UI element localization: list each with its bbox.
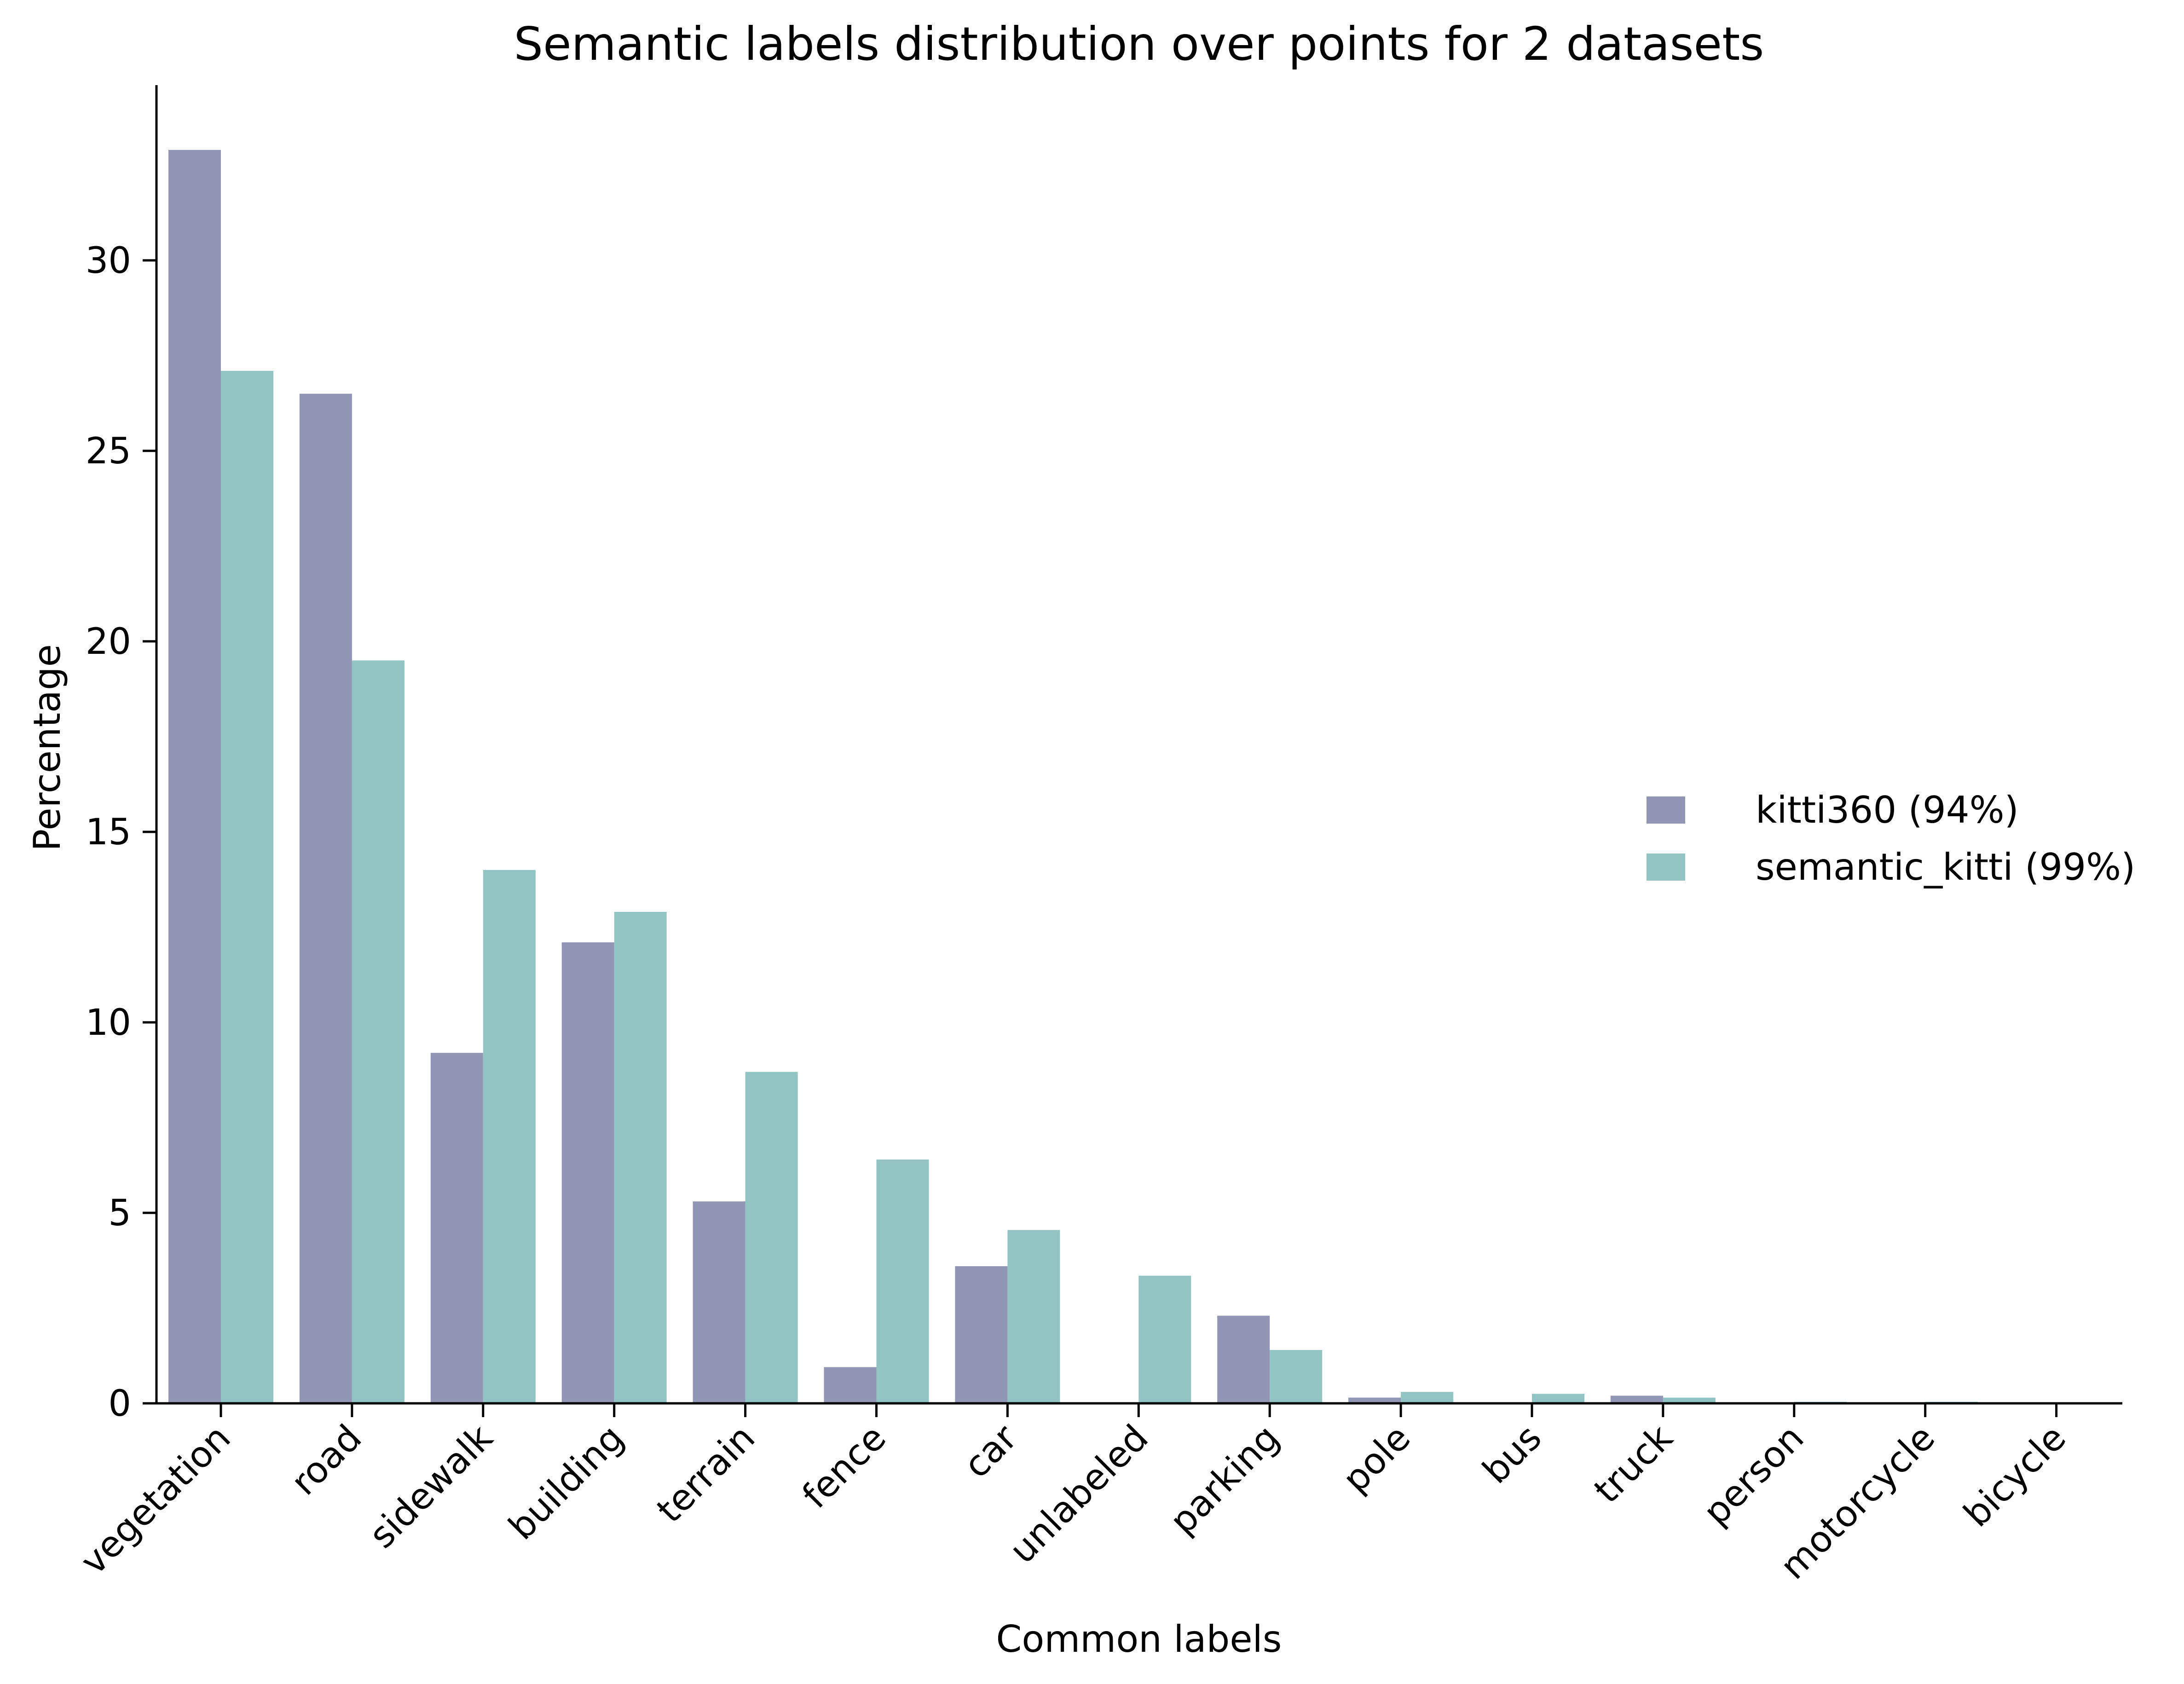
y-tick-label-5: 5 <box>108 1193 131 1234</box>
bar-semantic-kitti-road <box>352 660 404 1403</box>
x-tick-label-sidewalk: sidewalk <box>361 1417 501 1557</box>
bar-kitti360-sidewalk <box>430 1053 483 1403</box>
chart-title: Semantic labels distribution over points… <box>514 17 1764 71</box>
bar-semantic-kitti-parking <box>1270 1350 1323 1403</box>
legend-label-kitti360: kitti360 (94%) <box>1756 789 2019 831</box>
y-tick-label-10: 10 <box>86 1002 131 1044</box>
legend: kitti360 (94%) semantic_kitti (99%) <box>1647 789 2135 888</box>
bar-semantic-kitti-sidewalk <box>483 870 536 1403</box>
x-tick-label-bicycle: bicycle <box>1956 1417 2074 1535</box>
x-tick-label-vegetation: vegetation <box>73 1417 238 1583</box>
bar-kitti360-pole <box>1348 1397 1401 1403</box>
x-tick-label-car: car <box>956 1417 1025 1486</box>
bar-kitti360-truck <box>1610 1396 1663 1403</box>
bar-semantic-kitti-unlabeled <box>1138 1275 1191 1403</box>
bar-semantic-kitti-car <box>1007 1230 1060 1403</box>
bar-kitti360-terrain <box>693 1201 745 1403</box>
y-tick-label-30: 30 <box>86 240 131 282</box>
x-tick-label-pole: pole <box>1335 1417 1419 1501</box>
x-tick-label-fence: fence <box>795 1417 894 1517</box>
bar-kitti360-vegetation <box>168 150 221 1404</box>
bar-semantic-kitti-pole <box>1401 1392 1454 1403</box>
x-axis-label: Common labels <box>996 1618 1282 1661</box>
bar-semantic-kitti-vegetation <box>221 371 273 1404</box>
x-tick-label-road: road <box>283 1417 370 1504</box>
bar-kitti360-fence <box>824 1367 877 1403</box>
x-tick-label-building: building <box>501 1417 632 1548</box>
y-tick-label-0: 0 <box>108 1383 131 1424</box>
bar-semantic-kitti-fence <box>876 1159 929 1403</box>
bar-semantic-kitti-bus <box>1532 1394 1584 1403</box>
x-tick-label-truck: truck <box>1586 1417 1681 1511</box>
bar-kitti360-car <box>955 1266 1008 1403</box>
bar-kitti360-road <box>299 393 352 1404</box>
legend-swatch-semantic-kitti <box>1647 854 1685 881</box>
bar-semantic-kitti-terrain <box>745 1072 798 1403</box>
bar-kitti360-parking <box>1217 1315 1270 1403</box>
bars-layer <box>168 150 2109 1404</box>
x-tick-label-terrain: terrain <box>649 1417 763 1531</box>
bar-semantic-kitti-truck <box>1663 1397 1716 1403</box>
x-tick-label-parking: parking <box>1162 1417 1287 1542</box>
x-tick-label-bus: bus <box>1475 1417 1549 1492</box>
legend-swatch-kitti360 <box>1647 796 1685 824</box>
bar-kitti360-building <box>561 942 614 1403</box>
y-axis-label: Percentage <box>26 644 69 851</box>
bar-semantic-kitti-building <box>614 911 667 1403</box>
y-tick-label-20: 20 <box>86 621 131 663</box>
x-tick-label-unlabeled: unlabeled <box>1002 1417 1156 1572</box>
x-tick-label-person: person <box>1696 1417 1812 1534</box>
y-tick-label-15: 15 <box>86 812 131 853</box>
legend-label-semantic-kitti: semantic_kitti (99%) <box>1756 846 2135 888</box>
y-tick-label-25: 25 <box>86 431 131 472</box>
